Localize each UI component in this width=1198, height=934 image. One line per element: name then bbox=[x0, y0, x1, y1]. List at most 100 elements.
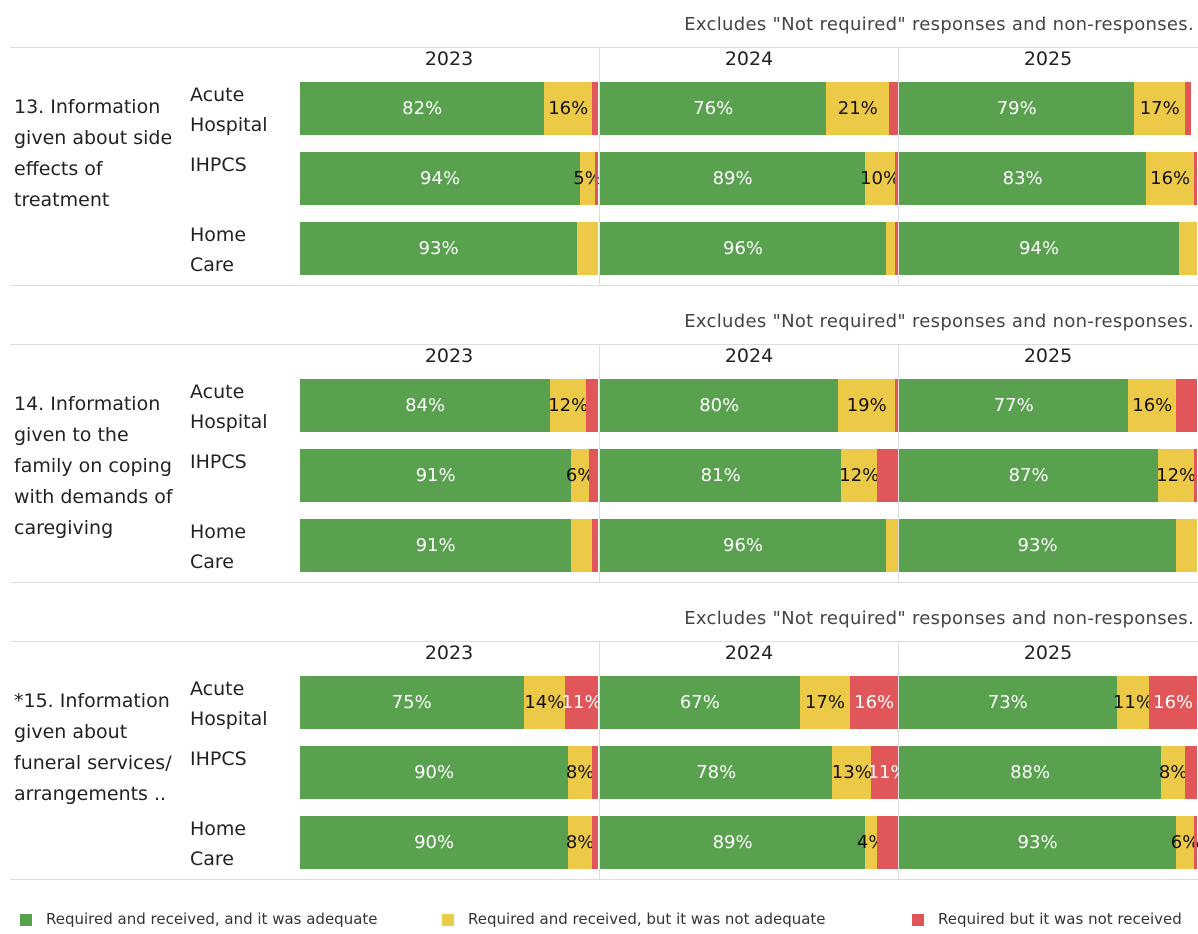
data-label: 16% bbox=[1150, 168, 1191, 189]
data-label: 75% bbox=[391, 692, 432, 713]
data-label: 6% bbox=[1170, 832, 1198, 853]
bar-segment bbox=[300, 82, 545, 135]
bar-segment bbox=[300, 676, 524, 729]
category-label: IHPCS bbox=[190, 154, 247, 176]
bar-segment bbox=[568, 816, 593, 869]
bar-segment bbox=[1185, 746, 1197, 799]
data-label: 76% bbox=[693, 98, 734, 119]
bar-segment bbox=[568, 746, 593, 799]
bar-segment bbox=[899, 152, 1147, 205]
bar-segment bbox=[899, 746, 1162, 799]
legend-swatch bbox=[442, 914, 454, 926]
data-label: 83% bbox=[1002, 168, 1043, 189]
header-line bbox=[10, 641, 1198, 642]
note: Excludes "Not required" responses and no… bbox=[684, 608, 1194, 629]
bar-segment bbox=[544, 82, 593, 135]
bar-segment bbox=[300, 222, 578, 275]
bar-segment bbox=[586, 379, 598, 432]
data-label: 8% bbox=[1158, 762, 1188, 783]
data-label: 80% bbox=[699, 395, 740, 416]
year-label: 2025 bbox=[1023, 48, 1073, 70]
data-label: 96% bbox=[723, 238, 764, 259]
bar-segment bbox=[826, 82, 890, 135]
data-label: 81% bbox=[700, 465, 741, 486]
bar-segment bbox=[1161, 746, 1186, 799]
bar-segment bbox=[899, 82, 1135, 135]
data-label: 96% bbox=[723, 535, 764, 556]
data-label: 19% bbox=[846, 395, 887, 416]
data-label: 94% bbox=[1019, 238, 1060, 259]
data-label: 17% bbox=[804, 692, 845, 713]
bar-segment bbox=[899, 222, 1180, 275]
question: *15. Information given about funeral ser… bbox=[14, 690, 172, 805]
data-label: 16% bbox=[1153, 692, 1194, 713]
bottom-line bbox=[10, 879, 1198, 880]
panel-divider bbox=[897, 47, 899, 285]
bar-segment bbox=[600, 676, 800, 729]
legend-label: Required and received, and it was adequa… bbox=[46, 910, 378, 928]
data-label: 93% bbox=[1017, 535, 1058, 556]
bar-segment bbox=[895, 379, 898, 432]
legend-swatch bbox=[912, 914, 924, 926]
bar-segment bbox=[1194, 152, 1197, 205]
bar-segment bbox=[838, 379, 895, 432]
bar-segment bbox=[592, 519, 598, 572]
panel-divider bbox=[598, 641, 600, 879]
bar-segment bbox=[895, 222, 898, 275]
data-label: 77% bbox=[993, 395, 1034, 416]
data-label: 78% bbox=[696, 762, 737, 783]
data-label: 90% bbox=[414, 762, 455, 783]
category-label: Acute Hospital bbox=[190, 381, 268, 433]
bar-segment bbox=[1176, 379, 1197, 432]
category-label: Acute Hospital bbox=[190, 678, 268, 730]
bar-segment bbox=[580, 152, 595, 205]
data-label: 91% bbox=[415, 535, 456, 556]
bar-segment bbox=[832, 746, 872, 799]
data-label: 10% bbox=[860, 168, 901, 189]
bar-segment bbox=[1158, 449, 1194, 502]
bar-segment bbox=[1176, 519, 1197, 572]
bar-segment bbox=[300, 746, 569, 799]
data-label: 17% bbox=[1139, 98, 1180, 119]
note: Excludes "Not required" responses and no… bbox=[684, 14, 1194, 35]
bar-segment bbox=[877, 816, 898, 869]
data-label: 82% bbox=[402, 98, 443, 119]
bar-segment bbox=[1149, 676, 1197, 729]
panel-divider bbox=[598, 344, 600, 582]
bar-segment bbox=[600, 746, 833, 799]
data-label: 91% bbox=[415, 465, 456, 486]
bar-segment bbox=[595, 152, 598, 205]
bar-segment bbox=[577, 222, 598, 275]
bar-segment bbox=[592, 816, 598, 869]
bar-segment bbox=[886, 519, 898, 572]
bar-segment bbox=[571, 519, 593, 572]
category-label: IHPCS bbox=[190, 748, 247, 770]
header-line bbox=[10, 47, 1198, 48]
data-label: 87% bbox=[1008, 465, 1049, 486]
bar-segment bbox=[899, 519, 1177, 572]
data-label: 88% bbox=[1010, 762, 1051, 783]
data-label: 93% bbox=[1017, 832, 1058, 853]
year-label: 2023 bbox=[424, 48, 474, 70]
data-label: 16% bbox=[854, 692, 895, 713]
bar-segment bbox=[841, 449, 878, 502]
year-label: 2024 bbox=[724, 48, 774, 70]
bar-segment bbox=[865, 152, 896, 205]
data-label: 8% bbox=[565, 762, 595, 783]
bar-segment bbox=[1185, 82, 1192, 135]
bar-segment bbox=[889, 82, 898, 135]
bar-segment bbox=[600, 816, 866, 869]
data-label: 21% bbox=[837, 98, 878, 119]
data-label: 89% bbox=[712, 168, 753, 189]
bar-segment bbox=[592, 82, 598, 135]
bar-segment bbox=[600, 379, 839, 432]
bar-segment bbox=[600, 449, 842, 502]
bottom-line bbox=[10, 285, 1198, 286]
bar-segment bbox=[600, 82, 827, 135]
bar-segment bbox=[877, 449, 898, 502]
bar-segment bbox=[899, 379, 1129, 432]
panel-divider bbox=[897, 641, 899, 879]
data-label: 94% bbox=[420, 168, 461, 189]
data-label: 12% bbox=[839, 465, 880, 486]
